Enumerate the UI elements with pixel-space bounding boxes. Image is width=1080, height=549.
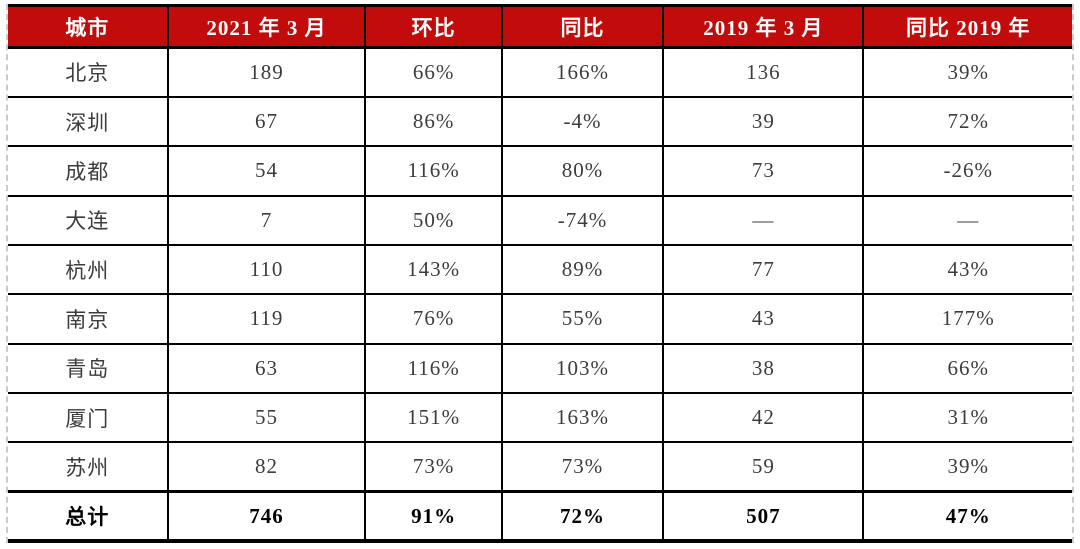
table-row: 青岛 63 116% 103% 38 66% — [8, 342, 1072, 394]
value-cell: -74% — [500, 194, 665, 246]
city-cell: 大连 — [8, 194, 169, 246]
value-cell: 76% — [364, 293, 503, 345]
header-row: 城市 2021 年 3 月 环比 同比 2019 年 3 月 同比 2019 年 — [8, 5, 1072, 49]
total-label-cell: 总计 — [8, 490, 169, 541]
value-cell: — — [662, 194, 865, 246]
city-cell: 成都 — [8, 145, 169, 197]
value-cell: 39 — [662, 95, 865, 148]
value-cell: 66% — [862, 342, 1072, 394]
table-row: 北京 189 66% 166% 136 39% — [8, 46, 1072, 98]
total-value-cell: 47% — [862, 490, 1072, 541]
city-stats-table: 城市 2021 年 3 月 环比 同比 2019 年 3 月 同比 2019 年… — [8, 4, 1072, 543]
total-value-cell: 72% — [500, 490, 665, 541]
value-cell: 177% — [862, 293, 1072, 345]
value-cell: 116% — [364, 145, 503, 197]
value-cell: 73% — [364, 441, 503, 493]
value-cell: 82 — [166, 441, 367, 493]
value-cell: 110 — [166, 243, 367, 296]
value-cell: 63 — [166, 342, 367, 394]
total-value-cell: 507 — [662, 490, 865, 541]
column-header-2019-march: 2019 年 3 月 — [662, 5, 865, 49]
table-row: 苏州 82 73% 73% 59 39% — [8, 441, 1072, 493]
city-cell: 杭州 — [8, 243, 169, 296]
city-cell: 苏州 — [8, 441, 169, 493]
value-cell: 166% — [500, 46, 665, 98]
table-frame: 城市 2021 年 3 月 环比 同比 2019 年 3 月 同比 2019 年… — [6, 4, 1074, 543]
value-cell: 116% — [364, 342, 503, 394]
value-cell: 66% — [364, 46, 503, 98]
value-cell: 73 — [662, 145, 865, 197]
value-cell: 7 — [166, 194, 367, 246]
value-cell: 89% — [500, 243, 665, 296]
value-cell: 80% — [500, 145, 665, 197]
city-cell: 厦门 — [8, 391, 169, 444]
total-row: 总计 746 91% 72% 507 47% — [8, 490, 1072, 541]
value-cell: 38 — [662, 342, 865, 394]
value-cell: 50% — [364, 194, 503, 246]
value-cell: 55 — [166, 391, 367, 444]
column-header-city: 城市 — [8, 5, 169, 49]
value-cell: -4% — [500, 95, 665, 148]
table-row: 大连 7 50% -74% — — — [8, 194, 1072, 246]
value-cell: 103% — [500, 342, 665, 394]
value-cell: 42 — [662, 391, 865, 444]
total-value-cell: 746 — [166, 490, 367, 541]
value-cell: 86% — [364, 95, 503, 148]
column-header-2021-march: 2021 年 3 月 — [166, 5, 367, 49]
city-cell: 青岛 — [8, 342, 169, 394]
column-header-mom: 环比 — [364, 5, 503, 49]
value-cell: — — [862, 194, 1072, 246]
value-cell: 43% — [862, 243, 1072, 296]
value-cell: 143% — [364, 243, 503, 296]
value-cell: -26% — [862, 145, 1072, 197]
value-cell: 67 — [166, 95, 367, 148]
value-cell: 151% — [364, 391, 503, 444]
value-cell: 73% — [500, 441, 665, 493]
total-value-cell: 91% — [364, 490, 503, 541]
value-cell: 31% — [862, 391, 1072, 444]
table-row: 厦门 55 151% 163% 42 31% — [8, 391, 1072, 444]
table-row: 深圳 67 86% -4% 39 72% — [8, 95, 1072, 148]
value-cell: 39% — [862, 441, 1072, 493]
value-cell: 54 — [166, 145, 367, 197]
value-cell: 39% — [862, 46, 1072, 98]
value-cell: 72% — [862, 95, 1072, 148]
value-cell: 189 — [166, 46, 367, 98]
city-cell: 南京 — [8, 293, 169, 345]
table-row: 杭州 110 143% 89% 77 43% — [8, 243, 1072, 296]
value-cell: 136 — [662, 46, 865, 98]
column-header-yoy: 同比 — [500, 5, 665, 49]
city-cell: 深圳 — [8, 95, 169, 148]
city-cell: 北京 — [8, 46, 169, 98]
value-cell: 43 — [662, 293, 865, 345]
value-cell: 55% — [500, 293, 665, 345]
value-cell: 163% — [500, 391, 665, 444]
value-cell: 77 — [662, 243, 865, 296]
value-cell: 119 — [166, 293, 367, 345]
value-cell: 59 — [662, 441, 865, 493]
table-row: 成都 54 116% 80% 73 -26% — [8, 145, 1072, 197]
column-header-yoy-2019: 同比 2019 年 — [862, 5, 1072, 49]
table-row: 南京 119 76% 55% 43 177% — [8, 293, 1072, 345]
